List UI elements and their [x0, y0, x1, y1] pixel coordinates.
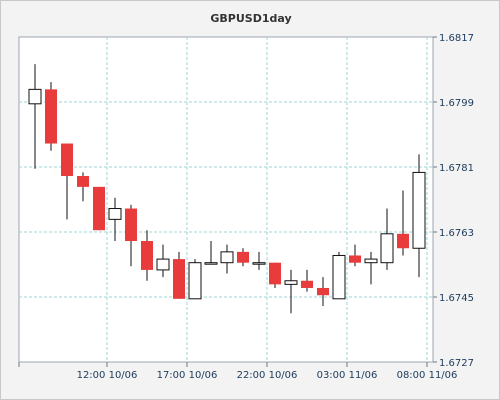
candle	[61, 143, 73, 220]
y-tick-label: 1.6799	[439, 98, 474, 109]
x-axis: 12:00 10/06 17:00 10/06 22:00 10/06 03:00 1…	[18, 362, 458, 381]
candle	[332, 251, 346, 300]
candle-body-down	[61, 143, 73, 177]
candle	[237, 248, 249, 267]
x-tick-label: 03:00 11/06	[317, 370, 378, 381]
candle-body-up	[380, 233, 394, 264]
candle	[45, 82, 57, 151]
candle	[412, 154, 426, 278]
candle	[93, 186, 105, 231]
candle	[28, 64, 42, 169]
candle-body-up	[284, 280, 298, 285]
candle-body-up	[188, 262, 202, 300]
candle	[141, 230, 153, 281]
y-tick-label: 1.6817	[439, 33, 474, 44]
y-axis: 1.6817 1.6799 1.6781 1.6763 1.6745 1.6727	[433, 33, 474, 369]
candle	[108, 197, 122, 242]
candle	[220, 244, 234, 274]
candle	[173, 251, 185, 299]
candle-body-up	[204, 262, 218, 265]
candle-body-down	[77, 176, 89, 187]
x-tick-label: 08:00 11/06	[397, 370, 458, 381]
candle-body-down	[93, 186, 105, 231]
candle-body-up	[28, 88, 42, 105]
y-tick-label: 1.6763	[439, 228, 474, 239]
candle	[125, 204, 137, 267]
candle	[364, 251, 378, 285]
candle-body-down	[349, 255, 361, 263]
candle-body-down	[125, 208, 137, 242]
candle-body-up	[108, 208, 122, 220]
candle	[397, 190, 409, 256]
candle	[252, 251, 266, 270]
x-tick-label: 22:00 10/06	[237, 370, 298, 381]
y-tick-label: 1.6781	[439, 163, 474, 174]
candle-body-down	[397, 233, 409, 249]
candle-body-down	[173, 259, 185, 299]
plot-area	[18, 36, 434, 363]
candle	[284, 269, 298, 314]
chart-title: GBPUSD1day	[210, 12, 291, 25]
y-tick-label: 1.6745	[439, 293, 474, 304]
candle	[188, 259, 202, 300]
candles	[28, 64, 426, 314]
candle	[156, 244, 170, 278]
candle	[204, 241, 218, 265]
candle	[380, 208, 394, 270]
candle-body-up	[412, 171, 426, 249]
y-tick-label: 1.6727	[439, 358, 474, 369]
x-tick-label: 17:00 10/06	[157, 370, 218, 381]
candle-body-down	[301, 280, 313, 288]
candle	[269, 262, 281, 288]
candle	[349, 244, 361, 267]
candle-body-up	[252, 262, 266, 265]
candle	[77, 172, 89, 202]
candle-body-up	[364, 258, 378, 264]
candle-body-up	[332, 254, 346, 300]
candle-body-down	[141, 241, 153, 270]
candle-body-down	[269, 262, 281, 285]
candle-body-down	[237, 251, 249, 263]
candle	[301, 269, 313, 292]
candle-body-up	[156, 258, 170, 271]
grid-lines	[19, 37, 433, 362]
candle-body-down	[317, 287, 329, 296]
candle-body-up	[220, 251, 234, 264]
candle-body-down	[45, 89, 57, 144]
candle	[317, 277, 329, 307]
x-tick-label: 12:00 10/06	[77, 370, 138, 381]
